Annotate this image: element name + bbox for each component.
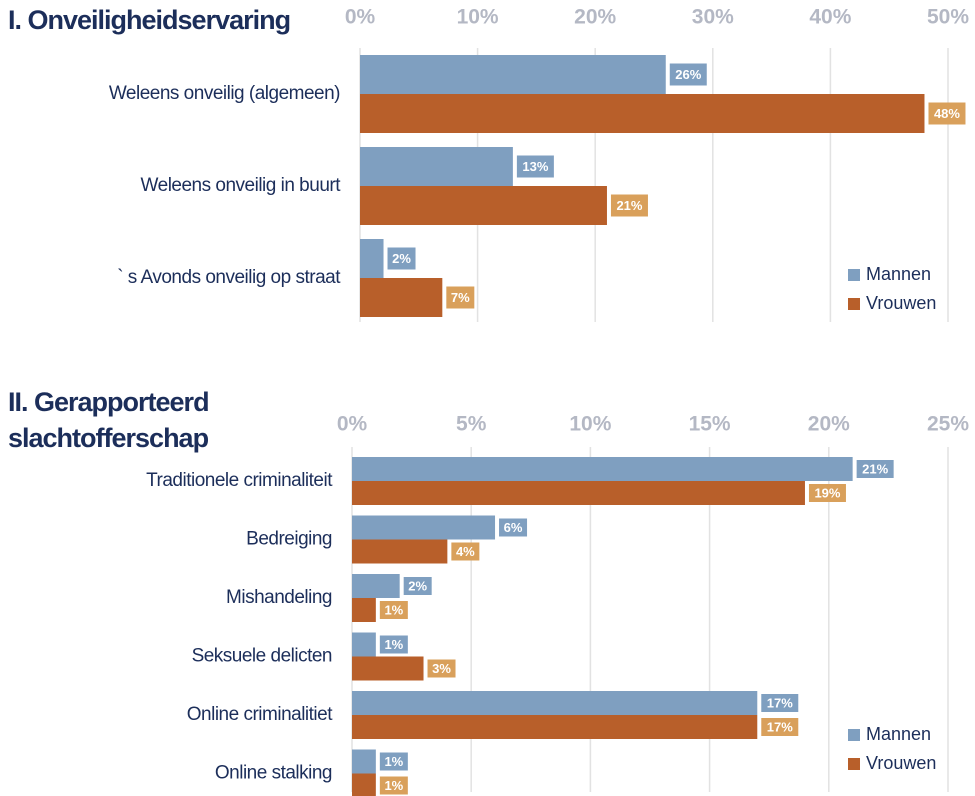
value-label-box (516, 155, 554, 178)
bar (352, 598, 376, 622)
value-label-box (451, 542, 480, 561)
x-tick-label: 30% (692, 6, 734, 29)
bar (360, 239, 384, 278)
category-label: Online stalking (215, 763, 332, 784)
value-label-box (761, 694, 799, 712)
legend-swatch (848, 298, 860, 310)
value-label-box (387, 247, 416, 270)
value-label: 1% (384, 602, 403, 617)
value-label: 2% (408, 578, 427, 593)
category-label: Mishandeling (226, 587, 332, 608)
legend-label: Mannen (866, 724, 931, 744)
bar (352, 574, 400, 598)
bar (352, 749, 376, 774)
category-label: Online criminalitiet (187, 704, 333, 725)
value-label-box (669, 63, 707, 86)
legend-label: Vrouwen (866, 753, 936, 773)
legend-swatch (848, 758, 860, 770)
x-tick-label: 50% (927, 6, 969, 29)
x-tick-label: 20% (574, 6, 616, 29)
bar (352, 691, 758, 715)
legend-label: Mannen (866, 264, 931, 284)
value-label: 17% (767, 695, 793, 710)
value-label-box (856, 460, 894, 478)
value-label: 2% (392, 251, 411, 266)
value-label: 1% (384, 778, 403, 793)
x-tick-label: 15% (689, 413, 731, 436)
value-label: 6% (504, 520, 523, 535)
x-tick-label: 25% (927, 413, 969, 436)
value-label-box (379, 635, 408, 654)
category-label: Seksuele delicten (192, 646, 332, 667)
value-label-box (379, 752, 408, 771)
bar (352, 481, 805, 505)
chart-title: II. Gerapporteerd slachtofferschap (8, 387, 210, 453)
x-tick-label: 10% (457, 6, 499, 29)
x-tick-label: 20% (808, 413, 850, 436)
bar (352, 773, 376, 796)
value-label-box (379, 601, 408, 619)
chart-title: I. Onveiligheidservaring (8, 5, 291, 35)
value-label: 1% (384, 754, 403, 769)
category-label: Weleens onveilig in buurt (141, 175, 342, 196)
bar (360, 55, 666, 94)
category-label: Bedreiging (246, 529, 332, 550)
value-label: 26% (675, 67, 701, 82)
value-label-box (928, 102, 966, 125)
bar (352, 457, 853, 481)
bar (352, 515, 496, 540)
x-tick-label: 40% (809, 6, 851, 29)
value-label: 13% (522, 159, 548, 174)
value-label-box (610, 194, 648, 217)
value-label: 17% (767, 719, 793, 734)
legend-swatch (848, 729, 860, 741)
bar (360, 186, 607, 225)
bar (352, 715, 758, 739)
value-label: 4% (456, 544, 475, 559)
legend-label: Vrouwen (866, 293, 936, 313)
value-label-box (379, 776, 408, 795)
bar (360, 278, 443, 317)
x-tick-label: 5% (456, 413, 487, 436)
x-tick-label: 0% (337, 413, 368, 436)
category-label: ` s Avonds onveilig op straat (117, 267, 341, 288)
value-label: 48% (934, 106, 960, 121)
value-label: 7% (451, 290, 470, 305)
category-label: Weleens onveilig (algemeen) (109, 83, 340, 104)
bar (352, 632, 376, 657)
value-label: 19% (814, 485, 840, 500)
value-label-box (446, 286, 475, 309)
x-tick-label: 0% (345, 6, 376, 29)
bar (360, 94, 925, 133)
value-label-box (499, 518, 528, 537)
bar (352, 539, 448, 564)
value-label-box (761, 718, 799, 736)
value-label: 1% (384, 637, 403, 652)
legend-swatch (848, 269, 860, 281)
value-label: 3% (432, 661, 451, 676)
value-label: 21% (616, 198, 642, 213)
bar (360, 147, 513, 186)
value-label: 21% (862, 461, 888, 476)
value-label-box (427, 659, 456, 678)
category-label: Traditionele criminaliteit (146, 470, 333, 491)
x-tick-label: 10% (569, 413, 611, 436)
value-label-box (403, 577, 432, 595)
bar (352, 656, 424, 681)
value-label-box (808, 484, 846, 502)
